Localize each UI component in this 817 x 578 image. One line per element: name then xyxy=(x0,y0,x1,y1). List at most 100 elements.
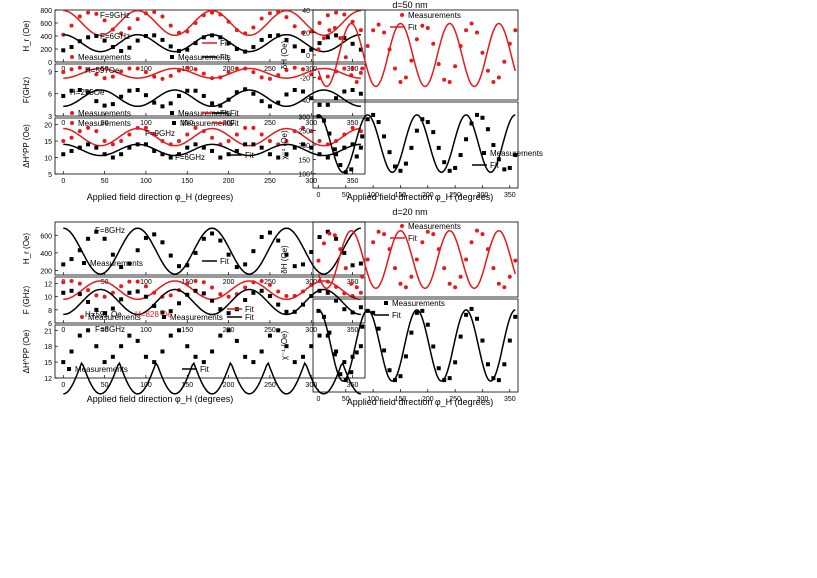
y-tick-label: 400 xyxy=(40,251,52,258)
data-point xyxy=(86,328,91,333)
x-tick-label: 300 xyxy=(305,279,317,286)
y-axis-label: H_r (Oe) xyxy=(22,233,31,264)
y-tick-label: 9 xyxy=(48,69,52,76)
data-point xyxy=(168,155,173,160)
data-point xyxy=(334,33,339,38)
y-tick-label: 800 xyxy=(40,8,52,15)
y-tick-label: 15 xyxy=(44,139,52,146)
data-point xyxy=(201,71,206,76)
data-point xyxy=(135,38,140,43)
data-point xyxy=(259,145,264,150)
y-axis-label: F (GHz) xyxy=(22,285,31,314)
data-point xyxy=(61,139,66,144)
fit-curve-black xyxy=(318,114,516,173)
legend-marker xyxy=(70,55,74,59)
data-point xyxy=(485,127,490,132)
data-point xyxy=(365,257,370,262)
plot-frame xyxy=(54,63,366,117)
data-point xyxy=(177,139,181,144)
legend-marker xyxy=(162,315,166,319)
data-point xyxy=(309,250,314,255)
x-tick-label: 350 xyxy=(504,192,516,199)
x-tick-label: 0 xyxy=(317,396,321,403)
data-point xyxy=(251,290,256,295)
data-point xyxy=(350,41,355,46)
data-point xyxy=(127,145,132,150)
data-point xyxy=(177,93,181,98)
data-point xyxy=(301,354,305,359)
data-point xyxy=(420,308,425,313)
data-point xyxy=(447,80,452,84)
data-point xyxy=(119,297,124,302)
data-point xyxy=(376,22,381,27)
data-point xyxy=(226,19,231,24)
legend-entry: Measurements xyxy=(408,11,461,20)
data-point xyxy=(86,125,91,130)
chart-a20_f: 6 8 10 12 0 50 100 150 200 250 300 350 F (GHz) H=591 … xyxy=(22,276,366,334)
chart-b20_chi: 0 50 100 150 200 250 300 350 χ⁻¹ (Oe) Measurement… xyxy=(280,298,519,403)
data-point xyxy=(210,135,215,140)
y-tick-label: 100 xyxy=(298,172,310,179)
data-point xyxy=(496,75,501,80)
x-tick-label: 200 xyxy=(422,396,434,403)
x-tick-label: 0 xyxy=(61,382,65,389)
data-point xyxy=(152,303,157,308)
plot-frame xyxy=(54,221,366,276)
data-point xyxy=(464,257,469,262)
data-point xyxy=(398,281,403,286)
data-point xyxy=(325,155,330,160)
data-point xyxy=(317,102,322,107)
y-tick-label: 3 xyxy=(48,114,52,121)
data-point xyxy=(458,334,463,339)
data-point xyxy=(334,284,339,289)
data-point xyxy=(342,12,347,17)
data-point xyxy=(442,77,447,82)
x-tick-label: 350 xyxy=(504,396,516,403)
data-point xyxy=(193,67,198,72)
data-point xyxy=(301,89,305,94)
data-point xyxy=(475,30,479,35)
data-point xyxy=(102,38,107,43)
data-point xyxy=(102,103,107,108)
data-point xyxy=(185,65,190,70)
data-point xyxy=(259,278,264,283)
x-tick-label: 350 xyxy=(347,120,359,127)
data-point xyxy=(485,247,490,252)
data-point xyxy=(292,360,297,365)
data-point xyxy=(414,257,419,262)
data-point xyxy=(218,292,223,297)
data-point xyxy=(168,293,173,298)
data-point xyxy=(317,21,322,25)
plot-frame xyxy=(312,298,519,393)
x-tick-label: 100 xyxy=(367,192,379,199)
data-point xyxy=(143,93,148,98)
xlabel-a20: Applied field direction φ_H (degrees) xyxy=(87,394,233,404)
data-point xyxy=(259,349,264,354)
data-point xyxy=(309,47,314,52)
data-point xyxy=(135,279,140,284)
data-point xyxy=(327,131,332,136)
data-point xyxy=(110,155,115,160)
legend-marker xyxy=(70,121,74,125)
data-point xyxy=(350,125,355,130)
data-point xyxy=(77,88,82,92)
legend-entry: Measurements xyxy=(78,53,131,62)
data-point xyxy=(69,135,74,140)
data-point xyxy=(469,21,474,26)
data-point xyxy=(480,50,485,55)
x-tick-label: 300 xyxy=(477,396,489,403)
data-point xyxy=(94,229,99,234)
data-point xyxy=(193,125,198,130)
data-point xyxy=(350,142,355,147)
data-point xyxy=(436,247,441,252)
data-point xyxy=(358,145,363,150)
data-point xyxy=(61,262,66,267)
data-point xyxy=(387,47,392,52)
y-tick-label: 6 xyxy=(48,321,52,328)
data-point xyxy=(251,280,256,285)
data-point xyxy=(436,62,441,66)
y-tick-label: 300 xyxy=(298,114,310,121)
x-tick-label: 350 xyxy=(347,327,359,334)
x-tick-label: 0 xyxy=(61,178,65,185)
